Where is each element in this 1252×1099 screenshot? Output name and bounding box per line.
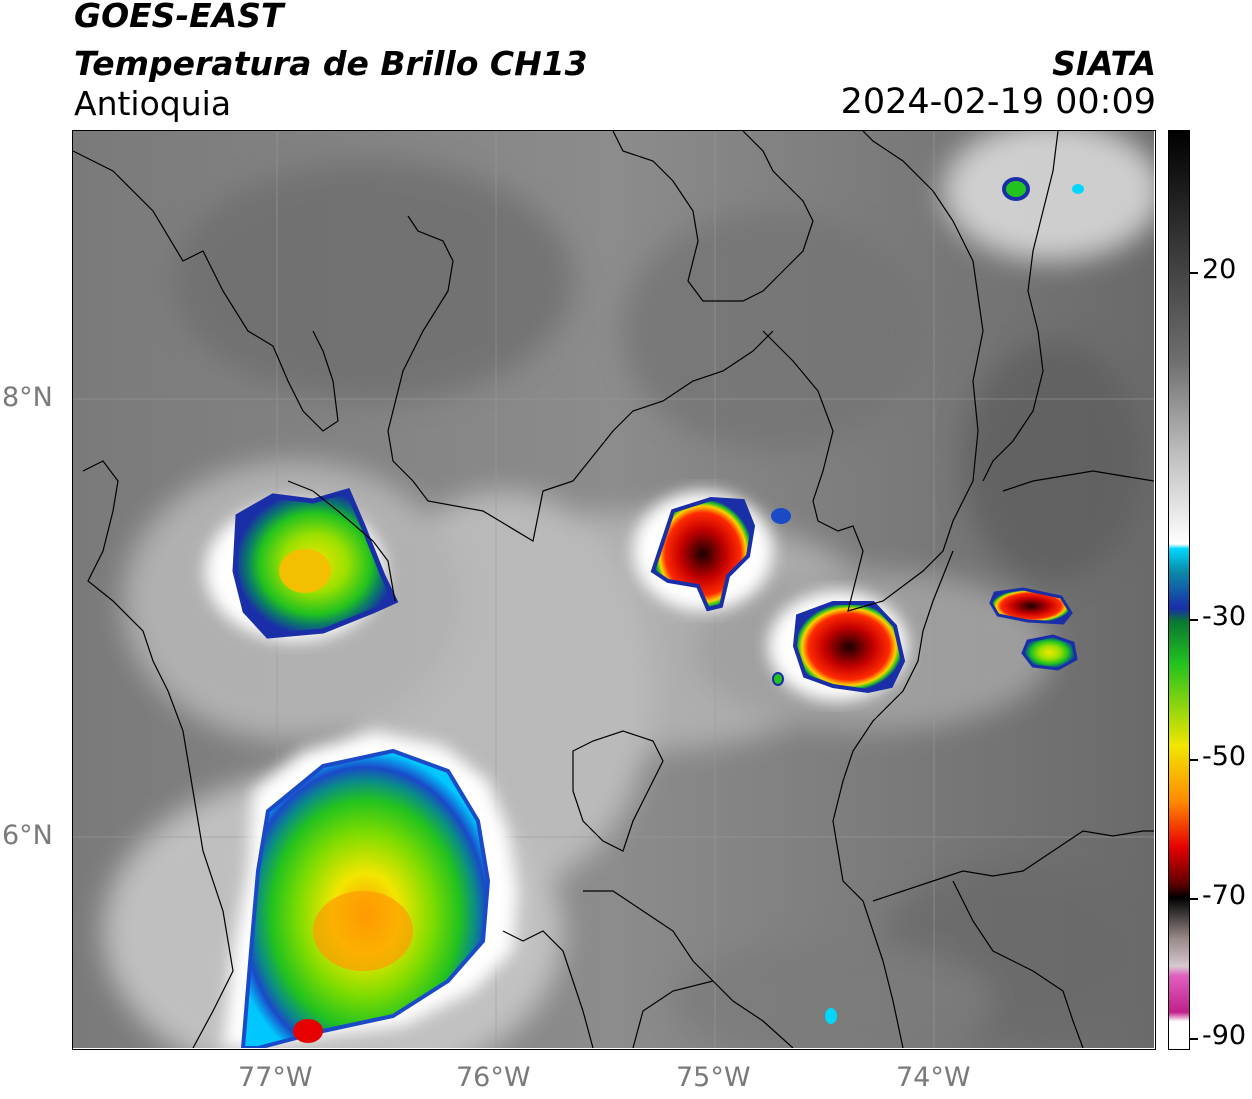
- lon-label-77W: 77°W: [238, 1062, 313, 1093]
- agency-label: SIATA: [1052, 44, 1156, 83]
- datetime-label: 2024-02-19 00:09: [840, 82, 1156, 122]
- product-title: Temperatura de Brillo CH13: [74, 44, 588, 83]
- satellite-map: [72, 130, 1156, 1050]
- lat-label-6N: 6°N: [2, 820, 53, 851]
- colorbar-label-minus30: -30: [1202, 601, 1247, 632]
- colorbar-label-minus90: -90: [1202, 1020, 1247, 1051]
- colorbar-label-minus50: -50: [1202, 741, 1247, 772]
- lon-label-76W: 76°W: [456, 1062, 531, 1093]
- storm-cell-center: [633, 491, 791, 612]
- lon-label-74W: 74°W: [896, 1062, 971, 1093]
- storm-cell-southwest: [223, 731, 518, 1048]
- colorbar-label-20: 20: [1202, 254, 1237, 285]
- satellite-title: GOES-EAST: [74, 0, 284, 35]
- lon-label-75W: 75°W: [676, 1062, 751, 1093]
- administrative-boundaries: [73, 131, 1154, 1048]
- colorbar-tick: [1190, 619, 1198, 621]
- map-canvas: [73, 131, 1154, 1048]
- colorbar-label-minus70: -70: [1202, 880, 1247, 911]
- storm-cell-west: [205, 487, 399, 641]
- colorbar-tick: [1190, 759, 1198, 761]
- colorbar-tick: [1190, 898, 1198, 900]
- colorbar-tick: [1190, 272, 1198, 274]
- colorbar-tick: [1190, 1038, 1198, 1040]
- lat-label-8N: 8°N: [2, 382, 53, 413]
- storm-cells-far-east: [825, 177, 1084, 1024]
- colorbar: [1168, 130, 1190, 1050]
- storm-cell-east: [768, 591, 908, 701]
- region-label: Antioquia: [74, 84, 232, 123]
